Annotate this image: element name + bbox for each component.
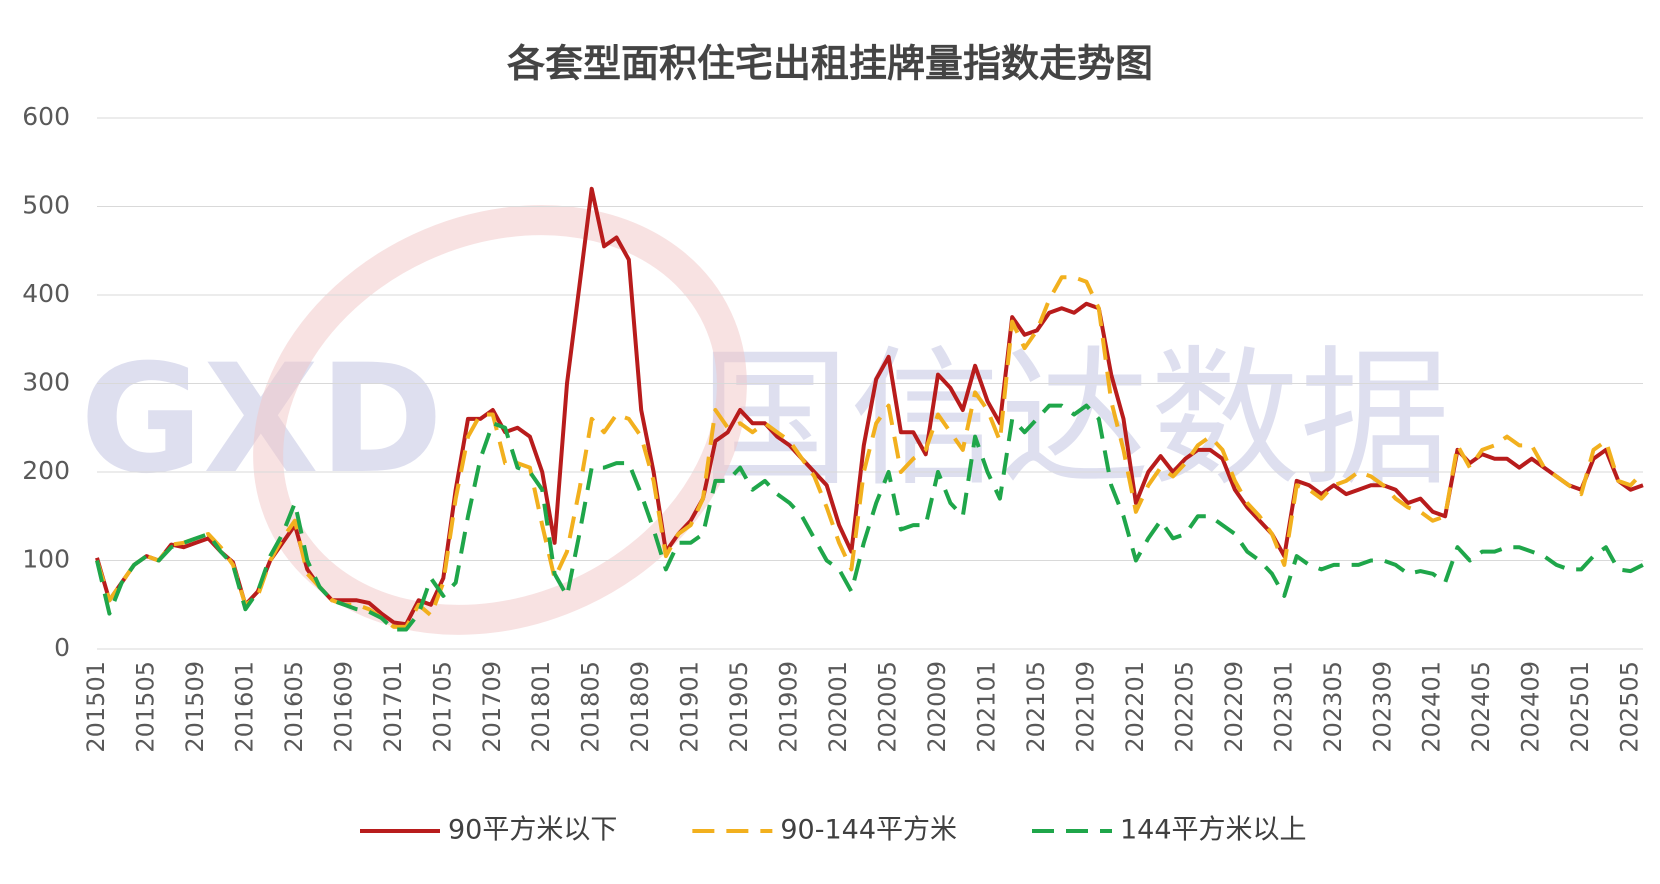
x-tick-label: 202205 — [1170, 661, 1198, 753]
line-series — [95, 403, 1644, 632]
legend-label: 90平方米以下 — [448, 815, 617, 846]
x-tick-label: 201809 — [626, 661, 654, 753]
x-tick-label: 202409 — [1517, 661, 1545, 753]
x-tick-label: 201909 — [775, 661, 803, 753]
x-tick-label: 201901 — [676, 661, 704, 753]
x-tick-label: 201709 — [478, 661, 506, 753]
watermark: 国信达数据 — [700, 333, 1450, 507]
x-tick-label: 201905 — [725, 661, 753, 753]
x-tick-label: 202401 — [1418, 661, 1446, 753]
x-tick-label: 201701 — [379, 661, 407, 753]
x-tick-label: 202501 — [1566, 661, 1594, 753]
x-tick-label: 201801 — [527, 661, 555, 753]
x-tick-label: 201501 — [82, 661, 110, 753]
x-tick-label: 202109 — [1071, 661, 1099, 753]
x-tick-label: 202001 — [824, 661, 852, 753]
x-tick-label: 202105 — [1022, 661, 1050, 753]
x-tick-label: 201605 — [280, 661, 308, 753]
x-tick-label: 202005 — [874, 661, 902, 753]
x-tick-label: 201601 — [230, 661, 258, 753]
y-tick-label: 0 — [54, 633, 70, 662]
x-tick-label: 201509 — [181, 661, 209, 753]
x-tick-label: 201805 — [577, 661, 605, 753]
x-tick-label: 202101 — [972, 661, 1000, 753]
y-tick-label: 400 — [22, 279, 70, 308]
x-tick-label: 202309 — [1368, 661, 1396, 753]
watermark-swoosh — [253, 205, 747, 635]
x-tick-label: 202201 — [1121, 661, 1149, 753]
legend-label: 90-144平方米 — [780, 815, 957, 846]
x-tick-label: 201705 — [428, 661, 456, 753]
x-tick-label: 202301 — [1269, 661, 1297, 753]
y-tick-label: 500 — [22, 191, 70, 220]
x-tick-label: 201505 — [131, 661, 159, 753]
x-tick-label: 202009 — [923, 661, 951, 753]
y-tick-label: 600 — [22, 102, 70, 131]
chart-title: 各套型面积住宅出租挂牌量指数走势图 — [507, 42, 1153, 86]
x-tick-label: 202405 — [1467, 661, 1495, 753]
legend-label: 144平方米以上 — [1120, 815, 1307, 846]
x-tick-label: 202505 — [1616, 661, 1644, 753]
y-tick-label: 300 — [22, 368, 70, 397]
x-tick-label: 202305 — [1319, 661, 1347, 753]
y-tick-label: 100 — [22, 545, 70, 574]
y-tick-label: 200 — [22, 456, 70, 485]
x-tick-label: 201609 — [329, 661, 357, 753]
x-tick-label: 202209 — [1220, 661, 1248, 753]
